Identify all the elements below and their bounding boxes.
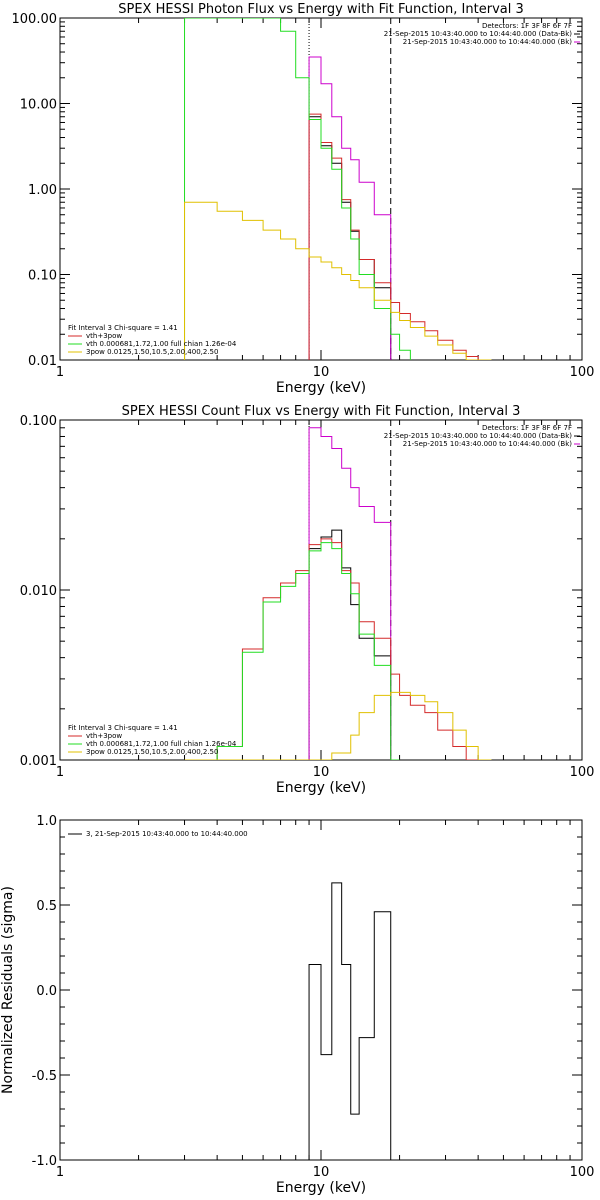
x-tick-label: 100 [570,1165,595,1180]
series-bk [308,427,392,760]
x-tick-label: 10 [313,365,330,380]
series-3pow [184,201,492,360]
series-vth [216,542,400,760]
chart-panel-2: SPEX HESSI Count Flux vs Energy with Fit… [20,404,595,796]
legend-entry: vth+3pow [86,332,122,340]
y-tick-label: 1.00 [28,183,57,198]
x-axis-label: Energy (keV) [276,780,366,796]
y-tick-label: -1.0 [32,1154,57,1169]
y-tick-label: 0.10 [28,269,57,284]
y-tick-label: 10.00 [20,98,57,113]
series-data-bk [308,529,392,760]
x-tick-label: 1 [56,765,64,780]
chart-title: SPEX HESSI Count Flux vs Energy with Fit… [122,404,521,419]
y-tick-label: 0.001 [20,754,57,769]
info-line: 21-Sep-2015 10:43:40.000 to 10:44:40.000… [403,440,573,448]
y-tick-label: 0.100 [20,414,57,429]
info-line: Detectors: 1F 3F 8F 6F 7F [482,22,572,30]
series-data-bk [308,116,392,360]
info-line: Detectors: 1F 3F 8F 6F 7F [482,424,572,432]
x-tick-label: 10 [313,765,330,780]
series-residuals [308,882,392,1160]
legend-entry: 3, 21-Sep-2015 10:43:40.000 to 10:44:40.… [86,830,248,838]
legend-entry: vth+3pow [86,732,122,740]
legend-title: Fit Interval 3 Chi-square = 1.41 [68,724,178,732]
chart-title: SPEX HESSI Photon Flux vs Energy with Fi… [118,2,524,17]
y-tick-label: 1.0 [36,814,57,829]
x-tick-label: 1 [56,1165,64,1180]
info-line: 21-Sep-2015 10:43:40.000 to 10:44:40.000… [384,30,573,38]
info-line: 21-Sep-2015 10:43:40.000 to 10:44:40.000… [384,432,573,440]
x-axis-label: Energy (keV) [276,380,366,396]
series-3pow [184,691,492,760]
x-tick-label: 1 [56,365,64,380]
legend-entry: 3pow 0.0125,1.50,10.5,2.00,400,2.50 [86,348,218,356]
y-tick-label: 100.00 [12,12,58,27]
series-vth+3pow [308,113,492,360]
series-bk [308,56,392,360]
y-axis-label: Normalized Residuals (sigma) [0,886,16,1094]
y-tick-label: 0.010 [20,584,57,599]
legend-entry: 3pow 0.0125,1.50,10.5,2.00,400,2.50 [86,748,218,756]
plot-data-3 [308,882,392,1160]
series-vth+3pow [216,538,492,760]
plot-data-2 [184,420,492,760]
info-line: 21-Sep-2015 10:43:40.000 to 10:44:40.000… [403,38,573,46]
x-axis-label: Energy (keV) [276,1180,366,1196]
chart-panel-3: 1 10 100 Energy (keV) -1.0 -0.5 0.0 0.5 1.0 Norma… [0,814,594,1196]
y-tick-label: 0.0 [36,984,57,999]
series-vth [184,18,411,360]
legend-title: Fit Interval 3 Chi-square = 1.41 [68,324,178,332]
plot-frame [59,419,583,761]
x-tick-label: 100 [570,365,595,380]
y-tick-label: -0.5 [32,1069,57,1084]
chart-panel-1: SPEX HESSI Photon Flux vs Energy with Fi… [12,2,595,396]
y-tick-label: 0.5 [36,899,57,914]
x-tick-label: 10 [313,1165,330,1180]
y-tick-label: 0.01 [28,354,57,369]
legend-entry: vth 0.000681,1.72,1.00 full chian 1.26e-… [86,740,237,748]
x-tick-label: 100 [570,765,595,780]
legend-entry: vth 0.000681,1.72,1.00 full chian 1.26e-… [86,340,237,348]
plot-data-1 [184,18,492,360]
